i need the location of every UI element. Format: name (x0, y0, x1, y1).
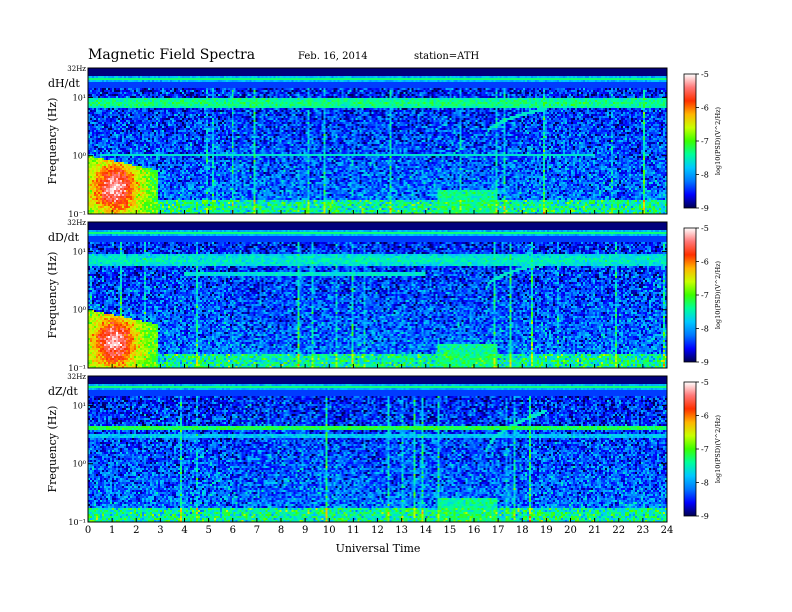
colorbar-gradient (683, 73, 697, 209)
colorbar-tick-label: -6 (701, 258, 709, 267)
x-tick-label: 9 (302, 525, 308, 536)
y-axis-label: Frequency (Hz) (46, 98, 59, 185)
colorbar-tick-label: -8 (701, 325, 709, 334)
colorbar-tick-label: -5 (701, 378, 709, 387)
y-tick-label: 10⁻¹ (68, 518, 86, 527)
x-tick-label: 10 (323, 525, 336, 536)
panel-dddt: dD/dt Frequency (Hz) 32Hz 10¹ 10⁰ 10⁻¹ (46, 219, 668, 373)
x-axis: 0 1 2 3 4 5 6 7 8 9 10 11 12 13 14 15 16 17 18 19 20 21 22 23 24 (85, 210, 674, 536)
y-tick-label: 10⁻¹ (68, 364, 86, 373)
x-tick-label: 2 (133, 525, 139, 536)
y-tick-label: 32Hz (67, 65, 86, 73)
x-tick-label: 24 (661, 525, 674, 536)
colorbar-tick-label: -5 (701, 224, 709, 233)
x-tick-label: 15 (444, 525, 457, 536)
component-label: dH/dt (48, 77, 80, 90)
x-tick-label: 20 (564, 525, 577, 536)
colorbar: -5 -6 -7 -8 -9 log10(PSD)(V^2/Hz) (683, 224, 722, 367)
colorbar-gradient (683, 227, 697, 363)
colorbar-tick-label: -7 (701, 137, 709, 146)
x-tick-label: 13 (395, 525, 408, 536)
y-axis-label: Frequency (Hz) (46, 252, 59, 339)
y-tick-label: 10⁰ (73, 306, 86, 315)
spectrogram-image (88, 222, 667, 368)
date-label: Feb. 16, 2014 (298, 51, 368, 62)
x-tick-label: 4 (181, 525, 187, 536)
y-tick-label: 10⁰ (73, 152, 86, 161)
x-axis-label: Universal Time (336, 542, 421, 555)
colorbar-tick-label: -9 (701, 512, 709, 521)
y-tick-label: 10¹ (73, 247, 86, 256)
colorbar-tick-label: -6 (701, 104, 709, 113)
colorbar: -5 -6 -7 -8 -9 log10(PSD)(V^2/Hz) (683, 378, 722, 521)
x-tick-label: 12 (371, 525, 384, 536)
colorbar-gradient (683, 381, 697, 517)
component-label: dZ/dt (48, 385, 78, 398)
y-tick-label: 32Hz (67, 219, 86, 227)
component-label: dD/dt (48, 231, 80, 244)
x-tick-label: 7 (254, 525, 260, 536)
spectrogram-image (88, 68, 667, 214)
colorbar-label: log10(PSD)(V^2/Hz) (714, 414, 722, 483)
y-axis-label: Frequency (Hz) (46, 406, 59, 493)
colorbar-tick-label: -8 (701, 171, 709, 180)
x-tick-label: 18 (516, 525, 529, 536)
x-tick-label: 16 (468, 525, 481, 536)
x-tick-label: 22 (612, 525, 625, 536)
colorbar-tick-label: -8 (701, 479, 709, 488)
panel-dzdt: dZ/dt Frequency (Hz) 32Hz 10¹ 10⁰ 10⁻¹ (46, 373, 668, 527)
x-tick-label: 23 (637, 525, 650, 536)
y-tick-label: 10¹ (73, 401, 86, 410)
x-tick-label: 6 (230, 525, 236, 536)
x-tick-label: 0 (85, 525, 91, 536)
x-tick-label: 17 (492, 525, 505, 536)
colorbar: -5 -6 -7 -8 -9 log10(PSD)(V^2/Hz) (683, 70, 722, 213)
spectrogram-image (88, 376, 667, 522)
x-tick-label: 1 (109, 525, 115, 536)
colorbar-tick-label: -5 (701, 70, 709, 79)
y-tick-label: 10⁻¹ (68, 210, 86, 219)
colorbar-label: log10(PSD)(V^2/Hz) (714, 106, 722, 175)
colorbar-tick-label: -7 (701, 445, 709, 454)
x-tick-label: 11 (347, 525, 360, 536)
spectrogram-panels: dH/dt Frequency (Hz) 32Hz 10¹ 10⁰ 10⁻¹ dD/dt Fr… (46, 65, 668, 527)
colorbar-tick-label: -9 (701, 358, 709, 367)
colorbar-tick-label: -6 (701, 412, 709, 421)
x-tick-label: 5 (205, 525, 211, 536)
x-tick-label: 8 (278, 525, 284, 536)
x-tick-label: 14 (419, 525, 432, 536)
panel-dhdt: dH/dt Frequency (Hz) 32Hz 10¹ 10⁰ 10⁻¹ (46, 65, 668, 219)
x-tick-label: 19 (540, 525, 553, 536)
y-tick-label: 32Hz (67, 373, 86, 381)
y-tick-label: 10¹ (73, 93, 86, 102)
colorbar-label: log10(PSD)(V^2/Hz) (714, 260, 722, 329)
y-tick-label: 10⁰ (73, 460, 86, 469)
colorbars: -5 -6 -7 -8 -9 log10(PSD)(V^2/Hz) -5 -6 -7 -8 -9 lo… (683, 70, 722, 521)
colorbar-tick-label: -9 (701, 204, 709, 213)
colorbar-tick-label: -7 (701, 291, 709, 300)
x-tick-label: 3 (157, 525, 163, 536)
figure-title: Magnetic Field Spectra (88, 47, 255, 63)
x-tick-label: 21 (588, 525, 601, 536)
station-label: station=ATH (414, 51, 480, 62)
